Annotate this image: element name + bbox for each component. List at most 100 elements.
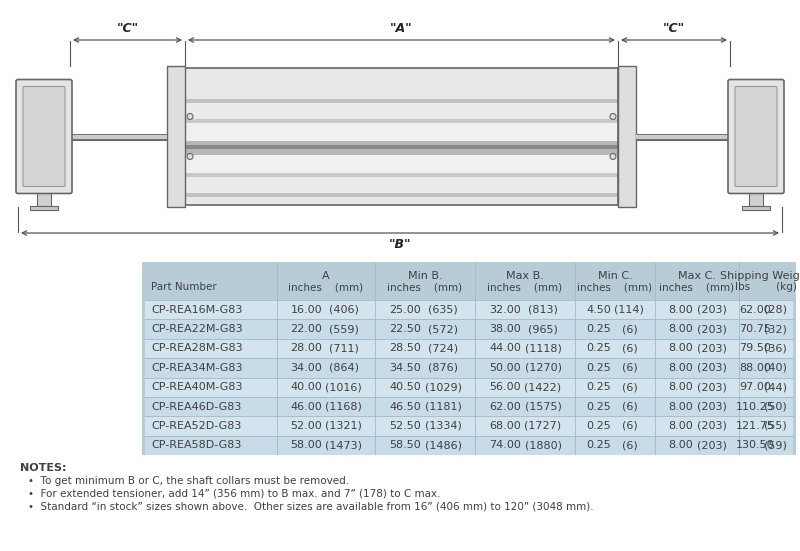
Text: 110.25: 110.25 — [736, 402, 774, 412]
Text: CP-REA34M-G83: CP-REA34M-G83 — [151, 363, 242, 373]
Text: (40): (40) — [764, 363, 787, 373]
Text: (1016): (1016) — [326, 382, 362, 392]
Text: 8.00: 8.00 — [668, 382, 693, 392]
Text: (724): (724) — [428, 343, 458, 353]
Text: 0.25: 0.25 — [586, 363, 611, 373]
Circle shape — [187, 154, 193, 159]
Text: inches    (mm): inches (mm) — [659, 282, 734, 292]
FancyBboxPatch shape — [23, 87, 65, 186]
Bar — [185, 197, 618, 205]
Text: 34.00: 34.00 — [290, 363, 322, 373]
Text: CP-REA28M-G83: CP-REA28M-G83 — [151, 343, 242, 353]
Text: Max C.: Max C. — [678, 271, 716, 281]
Text: (1270): (1270) — [525, 363, 562, 373]
Text: (59): (59) — [764, 440, 787, 450]
Text: 62.00: 62.00 — [489, 402, 521, 412]
Text: (36): (36) — [764, 343, 787, 353]
Text: 0.25: 0.25 — [586, 382, 611, 392]
Text: 32.00: 32.00 — [489, 305, 521, 315]
Text: 130.50: 130.50 — [736, 440, 774, 450]
Text: 52.00: 52.00 — [290, 421, 322, 431]
Bar — [618, 66, 636, 207]
Circle shape — [610, 114, 616, 120]
Text: 8.00: 8.00 — [668, 421, 693, 431]
Text: (572): (572) — [428, 324, 458, 334]
Bar — [145, 300, 793, 320]
Text: (876): (876) — [428, 363, 458, 373]
Text: (203): (203) — [697, 402, 727, 412]
Text: (1334): (1334) — [425, 421, 462, 431]
Text: (1575): (1575) — [525, 402, 562, 412]
Text: (1321): (1321) — [326, 421, 362, 431]
Text: inches    (mm): inches (mm) — [487, 282, 562, 292]
Text: 56.00: 56.00 — [489, 382, 521, 392]
Bar — [185, 145, 618, 149]
Text: (864): (864) — [329, 363, 358, 373]
Circle shape — [187, 114, 193, 120]
Text: 0.25: 0.25 — [586, 402, 611, 412]
Text: (1486): (1486) — [425, 440, 462, 450]
Text: 22.00: 22.00 — [290, 324, 322, 334]
Text: 0.25: 0.25 — [586, 421, 611, 431]
Text: 4.50: 4.50 — [586, 305, 611, 315]
Text: CP-REA52D-G83: CP-REA52D-G83 — [151, 421, 242, 431]
Text: 28.50: 28.50 — [389, 343, 421, 353]
Text: (1118): (1118) — [525, 343, 562, 353]
Bar — [185, 123, 618, 141]
Text: 0.25: 0.25 — [586, 324, 611, 334]
Text: Max B.: Max B. — [506, 271, 544, 281]
Text: •  For extended tensioner, add 14” (356 mm) to B max. and 7” (178) to C max.: • For extended tensioner, add 14” (356 m… — [28, 489, 441, 499]
Text: CP-REA40M-G83: CP-REA40M-G83 — [151, 382, 242, 392]
Text: 8.00: 8.00 — [668, 305, 693, 315]
Text: (6): (6) — [622, 382, 638, 392]
Text: (406): (406) — [329, 305, 358, 315]
Text: (203): (203) — [697, 382, 727, 392]
Text: (55): (55) — [764, 421, 787, 431]
Text: 50.00: 50.00 — [489, 363, 521, 373]
Bar — [145, 320, 793, 339]
Text: lbs        (kg): lbs (kg) — [735, 282, 797, 292]
Text: Min B.: Min B. — [408, 271, 442, 281]
Text: (203): (203) — [697, 363, 727, 373]
Bar — [749, 192, 763, 206]
Text: (32): (32) — [764, 324, 787, 334]
Text: 34.50: 34.50 — [389, 363, 421, 373]
Text: 70.75: 70.75 — [739, 324, 771, 334]
Text: (203): (203) — [697, 343, 727, 353]
Text: "A": "A" — [390, 22, 413, 35]
Bar — [185, 103, 618, 119]
Bar — [145, 397, 793, 416]
Text: 8.00: 8.00 — [668, 440, 693, 450]
Text: (203): (203) — [697, 440, 727, 450]
Text: (1880): (1880) — [525, 440, 562, 450]
Text: (50): (50) — [764, 402, 787, 412]
Text: Min C.: Min C. — [598, 271, 632, 281]
Text: (6): (6) — [622, 421, 638, 431]
Text: 58.50: 58.50 — [389, 440, 421, 450]
Text: 38.00: 38.00 — [489, 324, 521, 334]
Text: "B": "B" — [389, 238, 411, 251]
Bar — [185, 119, 618, 123]
Text: "C": "C" — [663, 22, 685, 35]
Text: inches    (mm): inches (mm) — [578, 282, 653, 292]
Text: 16.00: 16.00 — [290, 305, 322, 315]
Bar — [145, 262, 793, 300]
Text: (1727): (1727) — [525, 421, 562, 431]
Text: (1168): (1168) — [326, 402, 362, 412]
Text: 58.00: 58.00 — [290, 440, 322, 450]
FancyBboxPatch shape — [728, 79, 784, 193]
Text: 68.00: 68.00 — [489, 421, 521, 431]
Text: 40.50: 40.50 — [389, 382, 421, 392]
Text: 88.00: 88.00 — [739, 363, 771, 373]
Text: 97.00: 97.00 — [739, 382, 771, 392]
Text: (1181): (1181) — [425, 402, 462, 412]
Text: CP-REA46D-G83: CP-REA46D-G83 — [151, 402, 242, 412]
Bar — [185, 68, 618, 99]
Text: CP-REA22M-G83: CP-REA22M-G83 — [151, 324, 242, 334]
Text: (6): (6) — [622, 324, 638, 334]
Text: (813): (813) — [528, 305, 558, 315]
Text: (203): (203) — [697, 421, 727, 431]
Text: 40.00: 40.00 — [290, 382, 322, 392]
Text: 8.00: 8.00 — [668, 343, 693, 353]
Text: (1473): (1473) — [325, 440, 362, 450]
